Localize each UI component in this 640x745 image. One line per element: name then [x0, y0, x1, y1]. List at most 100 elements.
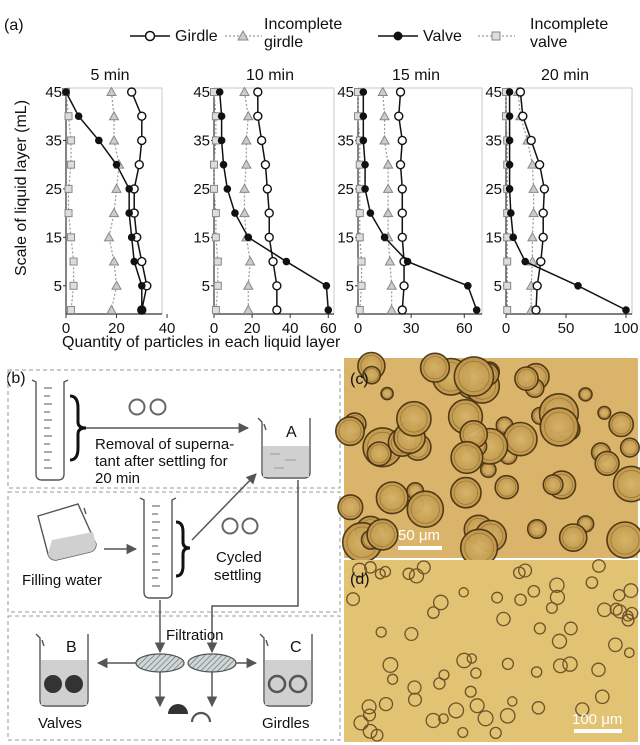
valve-particle	[450, 440, 484, 475]
y-tick-label: 5	[346, 278, 354, 295]
x-axis-label: Quantity of particles in each liquid lay…	[62, 334, 341, 351]
point-incomplete-valve	[355, 233, 364, 242]
point-girdle	[532, 281, 542, 291]
valve-particle	[494, 474, 520, 500]
girdle-particle	[597, 602, 612, 618]
girdle-particle	[530, 666, 543, 678]
chart-3: 15 min 45 35 25 15 5 0 30 60	[337, 67, 483, 337]
point-incomplete-valve	[355, 209, 364, 218]
chart-title: 5 min	[90, 67, 129, 84]
girdle-particle	[386, 673, 399, 685]
y-tick-label: 35	[45, 132, 62, 149]
point-valve	[244, 233, 253, 242]
arrow-a-to-filter	[206, 480, 299, 654]
point-incomplete-girdle	[384, 256, 396, 266]
valve-particle-rim	[611, 414, 632, 435]
girdle-particle	[533, 622, 546, 635]
point-valve	[521, 257, 529, 266]
filling-water-label: Filling water	[22, 572, 102, 589]
point-valve	[505, 160, 514, 169]
point-valve	[324, 306, 333, 314]
valve-particle-rim	[544, 411, 575, 443]
valve-particle-rim	[545, 476, 562, 493]
valve-particle	[594, 450, 620, 477]
point-incomplete-girdle	[528, 207, 539, 218]
point-valve	[137, 281, 146, 290]
legend-valve-marker	[393, 31, 403, 41]
girdle-particle	[489, 726, 502, 740]
point-girdle	[126, 87, 137, 97]
panel-c-label: (c)	[350, 371, 369, 388]
point-valve	[322, 281, 331, 290]
point-valve	[125, 185, 133, 193]
x-tick-label: 20	[108, 320, 125, 337]
point-valve	[366, 209, 375, 217]
girdle-particle	[469, 698, 485, 714]
point-girdle	[262, 184, 273, 194]
point-valve	[361, 160, 369, 169]
girdle-particle	[549, 589, 566, 606]
scale-bar-c	[398, 546, 442, 550]
point-girdle	[536, 256, 546, 267]
point-valve	[507, 209, 515, 217]
point-incomplete-valve	[69, 281, 78, 290]
beaker-c-label: C	[290, 639, 302, 656]
girdle-particle	[563, 621, 578, 636]
y-tick-label: 25	[45, 181, 62, 198]
point-incomplete-girdle	[239, 86, 250, 96]
panel-b-schematic: (b) Removal of superna- tant after settl…	[6, 369, 341, 741]
valve-particle	[334, 416, 365, 447]
point-girdle	[515, 87, 526, 97]
point-incomplete-girdle	[108, 207, 120, 218]
legend-incomplete-valve-l1: Incomplete	[530, 16, 608, 33]
beaker-a-label: A	[286, 424, 297, 441]
valve-particle	[366, 441, 392, 467]
point-incomplete-valve	[67, 136, 76, 145]
valve-particle	[503, 421, 538, 457]
y-tick-label: 35	[337, 132, 354, 149]
girdle-particle	[370, 728, 384, 742]
point-incomplete-valve	[67, 233, 76, 242]
valve-particle-rim	[340, 497, 361, 518]
girdle-particle	[491, 591, 504, 604]
point-girdle	[253, 111, 263, 121]
valve-particle-rim	[454, 444, 480, 471]
point-incomplete-valve	[64, 184, 73, 193]
girdle-particle	[562, 656, 578, 672]
girdle-particle	[416, 560, 431, 575]
point-valve	[231, 209, 239, 217]
girdle-particle	[438, 713, 449, 724]
point-incomplete-girdle	[241, 134, 252, 145]
point-valve	[509, 233, 517, 242]
y-tick-label: 35	[193, 132, 210, 149]
point-girdle	[397, 135, 407, 146]
point-incomplete-valve	[213, 257, 222, 266]
panel-a-label: (a)	[4, 17, 24, 34]
series-line-incomplete-girdle	[517, 91, 535, 310]
point-valve	[622, 306, 630, 314]
step-box-1	[7, 369, 341, 489]
point-incomplete-valve	[503, 281, 512, 290]
x-tick-label: 0	[210, 320, 218, 337]
valve-particle-rim	[381, 388, 393, 399]
point-incomplete-girdle	[528, 183, 539, 193]
y-tick-label: 25	[193, 181, 210, 198]
series-line-incomplete-girdle	[108, 91, 120, 311]
valve-particle	[578, 387, 593, 402]
chart-1: 5 min 45 35 25 15 5 0 20 40	[45, 67, 175, 337]
girdle-particle	[575, 702, 590, 717]
girdle-particle	[621, 613, 635, 627]
valve-particle-rim	[617, 469, 640, 499]
x-tick-label: 40	[282, 320, 299, 337]
point-girdle	[531, 305, 541, 315]
point-incomplete-valve	[64, 112, 73, 121]
girdle-particle	[592, 559, 606, 573]
girdle-symbol	[221, 517, 239, 535]
point-incomplete-girdle	[108, 110, 120, 121]
valve-particle	[395, 400, 432, 437]
point-girdle	[534, 159, 545, 170]
scale-bar-c-label: 50 μm	[398, 527, 440, 544]
point-incomplete-valve	[503, 257, 512, 266]
point-valve	[223, 185, 232, 193]
girdle-particle	[552, 658, 568, 674]
